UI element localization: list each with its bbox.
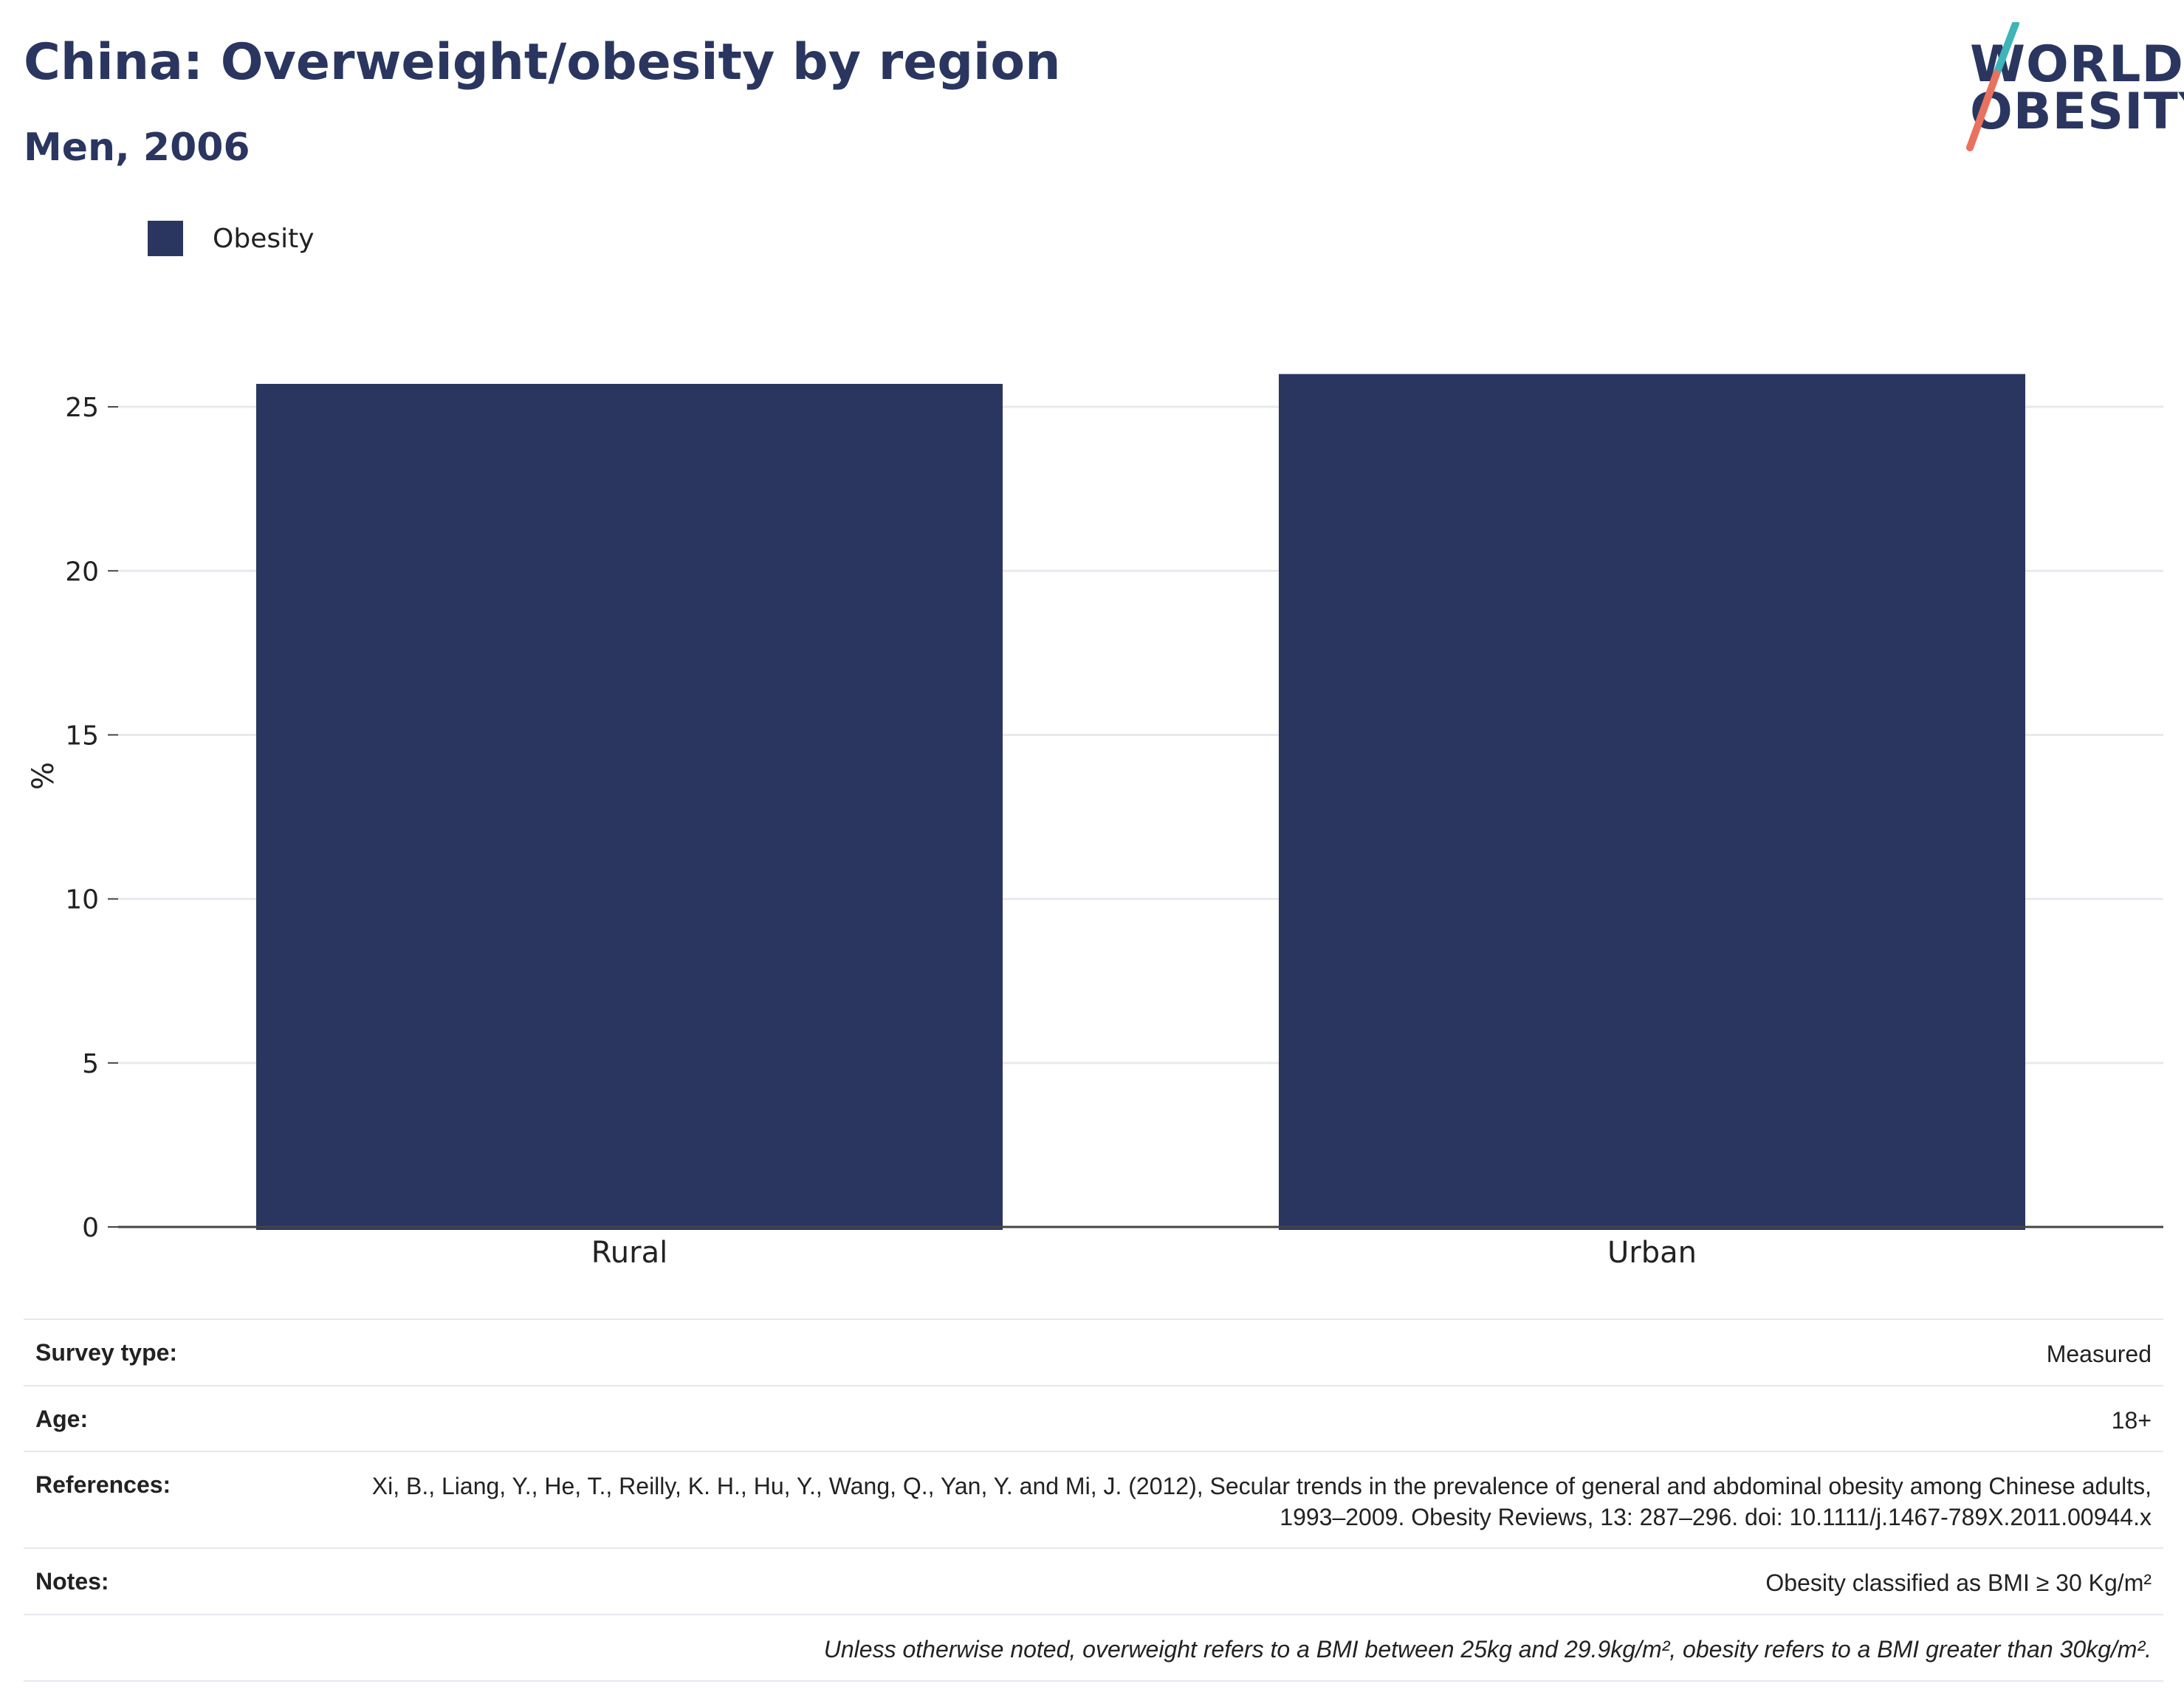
bar-urban bbox=[1278, 374, 2026, 1230]
y-tick-label: 0 bbox=[82, 1213, 99, 1243]
x-tick-label-urban: Urban bbox=[1607, 1236, 1697, 1270]
world-obesity-logo: WORLD OBESITY bbox=[1920, 22, 2184, 155]
bar-chart: 0 5 10 15 20 25% Rural Urban bbox=[27, 374, 2163, 1270]
x-tick-label-rural: Rural bbox=[591, 1236, 667, 1270]
meta-row-survey-type: Survey type: Measured bbox=[24, 1318, 2163, 1385]
meta-label-survey-type: Survey type: bbox=[35, 1339, 178, 1366]
meta-row-references: References: Xi, B., Liang, Y., He, T., R… bbox=[24, 1451, 2163, 1547]
y-tick-label: 15 bbox=[65, 721, 99, 751]
legend-swatch-obesity bbox=[148, 221, 183, 256]
chart-subtitle: Men, 2006 bbox=[24, 126, 250, 170]
meta-label-notes: Notes: bbox=[35, 1568, 109, 1595]
y-tick-label: 20 bbox=[65, 557, 99, 587]
chart-legend: Obesity bbox=[148, 220, 315, 257]
meta-footnote: Unless otherwise noted, overweight refer… bbox=[823, 1635, 2152, 1663]
chart-title: China: Overweight/obesity by region bbox=[24, 33, 1061, 92]
y-tick-label: 10 bbox=[65, 885, 99, 915]
y-tick-label: 25 bbox=[65, 393, 99, 423]
meta-value-age: 18+ bbox=[2111, 1406, 2152, 1434]
meta-value-survey-type: Measured bbox=[2046, 1341, 2152, 1367]
logo-text-obesity: OBESITY bbox=[1970, 83, 2184, 141]
legend-label-obesity: Obesity bbox=[213, 223, 315, 254]
chart-metadata-table: Survey type: Measured Age: 18+ Reference… bbox=[24, 1318, 2163, 1682]
meta-row-footnote: Unless otherwise noted, overweight refer… bbox=[24, 1613, 2163, 1682]
y-tick-label: 5 bbox=[82, 1049, 99, 1079]
y-axis-label: % bbox=[27, 762, 61, 790]
meta-value-notes: Obesity classified as BMI ≥ 30 Kg/m² bbox=[1765, 1569, 2152, 1597]
meta-label-references: References: bbox=[35, 1471, 171, 1499]
meta-value-references: Xi, B., Liang, Y., He, T., Reilly, K. H.… bbox=[371, 1473, 2152, 1530]
bar-rural bbox=[255, 383, 1003, 1230]
meta-row-age: Age: 18+ bbox=[24, 1384, 2163, 1451]
meta-label-age: Age: bbox=[35, 1405, 89, 1432]
meta-row-notes: Notes: Obesity classified as BMI ≥ 30 Kg… bbox=[24, 1547, 2163, 1614]
logo-slash-icon bbox=[1966, 22, 2019, 151]
